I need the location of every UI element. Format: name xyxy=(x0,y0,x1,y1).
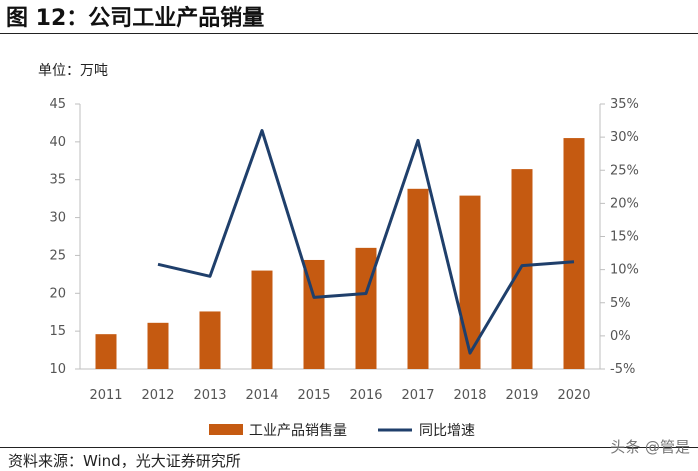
x-tick-label: 2020 xyxy=(557,388,590,403)
bar-2019 xyxy=(511,169,533,369)
x-tick-label: 2013 xyxy=(193,388,226,403)
right-tick-label: 15% xyxy=(610,230,639,245)
right-tick-label: 5% xyxy=(610,296,631,311)
x-tick-label: 2018 xyxy=(453,388,486,403)
bar-2015 xyxy=(303,259,325,369)
right-tick-label: 20% xyxy=(610,196,639,211)
left-tick-label: 35 xyxy=(49,173,66,188)
x-tick-label: 2016 xyxy=(349,388,382,403)
x-tick-label: 2015 xyxy=(297,388,330,403)
bar-2020 xyxy=(563,138,585,369)
bar-2013 xyxy=(199,311,221,369)
left-tick-label: 15 xyxy=(49,324,66,339)
figure-title: 图 12：公司工业产品销量 xyxy=(6,6,265,31)
unit-label: 单位：万吨 xyxy=(38,63,108,79)
bar-2011 xyxy=(95,334,117,369)
left-tick-label: 25 xyxy=(49,248,66,263)
legend-bar-swatch xyxy=(209,424,243,435)
x-tick-label: 2011 xyxy=(89,388,122,403)
left-tick-label: 10 xyxy=(49,362,66,377)
left-tick-label: 30 xyxy=(49,211,66,226)
left-tick-label: 45 xyxy=(49,97,66,112)
bar-2016 xyxy=(355,247,377,369)
legend: 工业产品销售量 同比增速 xyxy=(209,423,475,439)
right-tick-label: 30% xyxy=(610,130,639,145)
footer-divider xyxy=(0,447,698,448)
x-tick-label: 2017 xyxy=(401,388,434,403)
right-tick-label: -5% xyxy=(610,362,635,377)
watermark: 头条 @管是 xyxy=(610,438,690,456)
source-note: 资料来源：Wind，光大证券研究所 xyxy=(8,452,241,470)
legend-bar-label: 工业产品销售量 xyxy=(249,423,347,439)
bar-2012 xyxy=(147,322,169,369)
right-tick-label: 10% xyxy=(610,263,639,278)
right-tick-label: 25% xyxy=(610,163,639,178)
left-tick-label: 20 xyxy=(49,286,66,301)
x-tick-label: 2019 xyxy=(505,388,538,403)
x-tick-label: 2012 xyxy=(141,388,174,403)
bar-2017 xyxy=(407,188,429,369)
growth-line xyxy=(157,129,575,355)
left-tick-label: 40 xyxy=(49,135,66,150)
legend-line-label: 同比增速 xyxy=(419,423,475,439)
bar-2014 xyxy=(251,270,273,369)
x-tick-label: 2014 xyxy=(245,388,278,403)
title-divider xyxy=(0,33,698,34)
right-tick-label: 0% xyxy=(610,329,631,344)
right-tick-label: 35% xyxy=(610,97,639,112)
